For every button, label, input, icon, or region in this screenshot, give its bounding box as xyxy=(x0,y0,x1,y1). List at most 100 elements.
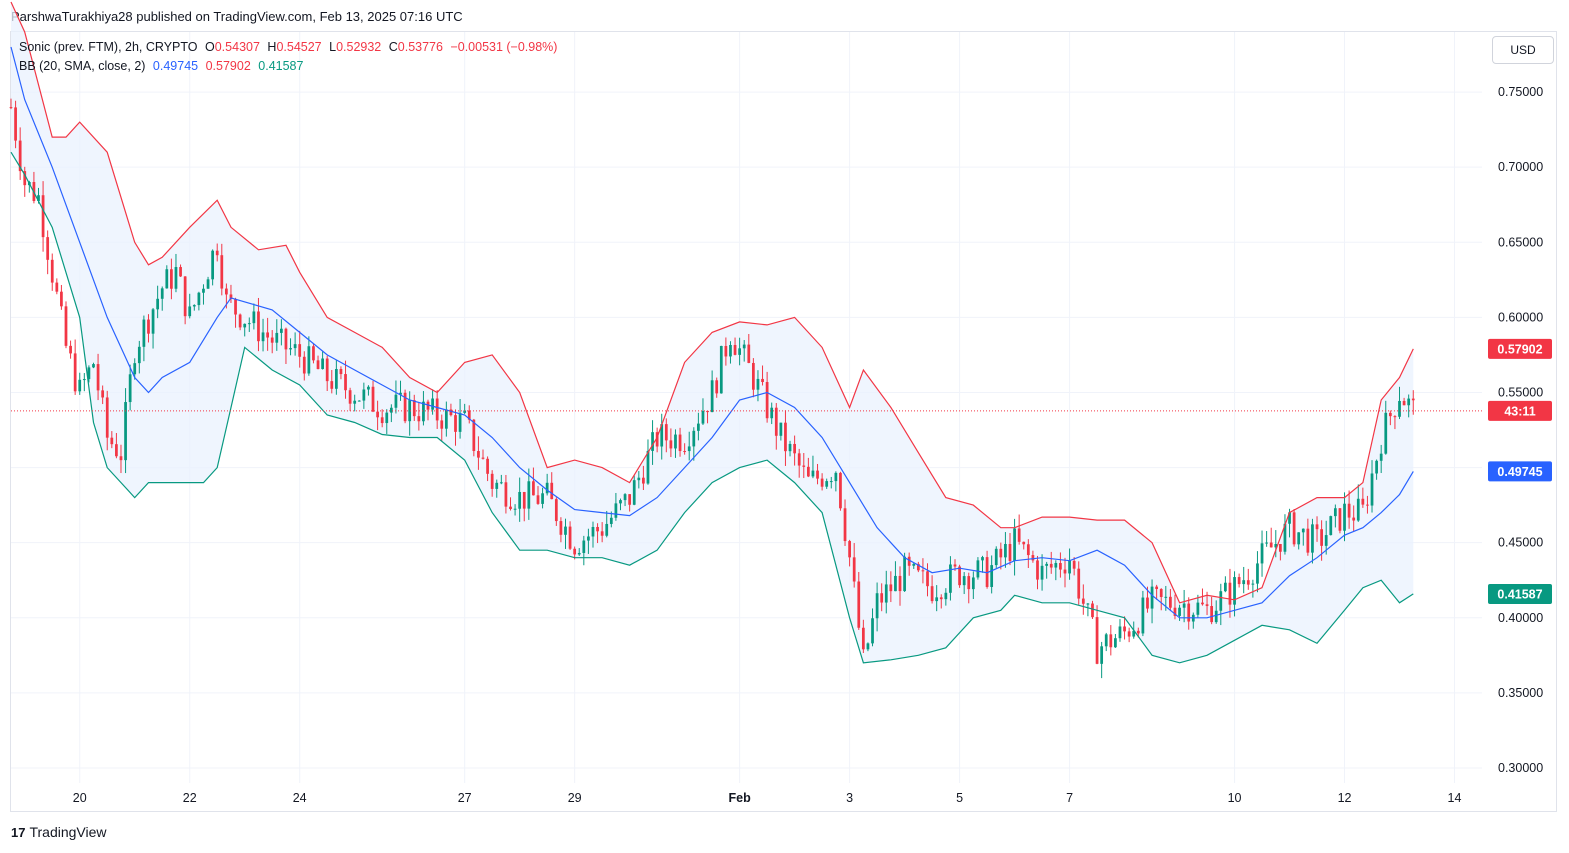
candle xyxy=(816,463,819,485)
candle xyxy=(367,385,370,396)
candle-body xyxy=(486,458,489,474)
candle xyxy=(646,439,650,485)
candle xyxy=(889,571,893,603)
x-tick-label: 29 xyxy=(568,791,582,805)
symbol-label[interactable]: Sonic (prev. FTM), 2h, CRYPTO xyxy=(19,40,198,54)
candle-body xyxy=(802,465,806,467)
price-tag-basis-bg xyxy=(1488,461,1552,482)
candle xyxy=(568,521,572,550)
candle xyxy=(1228,568,1232,618)
candle-body xyxy=(1118,626,1122,639)
candle xyxy=(422,391,425,426)
candle-body xyxy=(499,482,503,484)
close-label: C xyxy=(388,40,398,54)
candle-body xyxy=(321,358,324,370)
candle-body xyxy=(156,298,160,310)
candle-body xyxy=(660,424,664,447)
candle xyxy=(1013,518,1016,576)
candle-body xyxy=(307,346,311,374)
price-tag-lower: 0.41587 xyxy=(1497,587,1542,601)
low-label: L xyxy=(329,40,337,54)
candle-body xyxy=(188,306,192,317)
candle-body xyxy=(1095,617,1099,664)
candle-body xyxy=(994,548,998,566)
candle-body xyxy=(646,450,650,484)
candle-body xyxy=(170,269,173,289)
candle-body xyxy=(1347,503,1351,518)
candle-body xyxy=(1297,532,1301,545)
candle xyxy=(234,297,237,328)
candle xyxy=(1233,571,1236,617)
candle xyxy=(1297,532,1301,550)
currency-button[interactable]: USD xyxy=(1492,36,1554,64)
candle-body xyxy=(46,237,50,260)
candle-body xyxy=(275,332,279,343)
candle xyxy=(490,470,494,497)
candle-body xyxy=(330,381,334,389)
candle-body xyxy=(596,526,599,532)
candle xyxy=(949,556,952,601)
candle-body xyxy=(1398,400,1401,417)
candle xyxy=(784,410,787,466)
candle-body xyxy=(1324,535,1328,546)
candle-body xyxy=(1045,563,1049,566)
candle xyxy=(261,318,265,352)
candle-body xyxy=(357,400,361,402)
legend-bb: BB (20, SMA, close, 2) 0.49745 0.57902 0… xyxy=(19,59,307,73)
candle xyxy=(518,477,522,522)
candle-body xyxy=(467,410,471,420)
candle-body xyxy=(793,443,796,454)
candle-body xyxy=(23,171,27,186)
candle xyxy=(637,471,641,489)
candle xyxy=(307,336,311,376)
candle xyxy=(197,291,201,311)
candle xyxy=(710,370,714,413)
candle-body xyxy=(774,407,778,436)
candle-body xyxy=(550,482,554,500)
candle-body xyxy=(898,575,902,592)
candle xyxy=(298,330,302,368)
candle xyxy=(1347,490,1351,529)
candle xyxy=(719,345,723,394)
candle xyxy=(1375,459,1378,480)
candle-body xyxy=(1306,528,1310,553)
candle xyxy=(779,422,783,441)
candle-body xyxy=(257,311,260,342)
candle xyxy=(1026,539,1030,569)
candle-body xyxy=(527,481,531,509)
candle xyxy=(669,428,673,458)
candle-body xyxy=(206,279,210,289)
candle xyxy=(687,431,691,461)
candle-body xyxy=(619,500,622,504)
bb-lower-value: 0.41587 xyxy=(258,59,304,73)
candle-body xyxy=(1214,610,1218,623)
candle xyxy=(1118,619,1122,642)
candle xyxy=(463,403,467,415)
candle xyxy=(678,427,682,457)
bb-indicator-label[interactable]: BB (20, SMA, close, 2) xyxy=(19,59,146,73)
candle-body xyxy=(284,328,288,350)
chart-frame[interactable] xyxy=(10,31,1557,812)
candle xyxy=(87,365,91,383)
candle-body xyxy=(87,367,91,380)
candle xyxy=(559,517,563,543)
candle-body xyxy=(293,344,297,349)
candle xyxy=(82,373,86,392)
candle xyxy=(344,360,347,399)
candle xyxy=(435,390,439,429)
candle-body xyxy=(820,478,824,487)
candle-body xyxy=(751,362,755,390)
candle xyxy=(1022,541,1026,550)
high-value: 0.54527 xyxy=(276,40,322,54)
tradingview-footer[interactable]: 17 TradingView xyxy=(11,824,107,840)
candle xyxy=(243,323,247,337)
candle xyxy=(797,448,801,478)
x-tick-label: 24 xyxy=(293,791,307,805)
candle-body xyxy=(279,328,283,333)
candle xyxy=(302,351,306,381)
candle-body xyxy=(871,618,874,644)
candle xyxy=(930,575,934,604)
candle-body xyxy=(1031,555,1035,561)
candle xyxy=(697,412,700,441)
